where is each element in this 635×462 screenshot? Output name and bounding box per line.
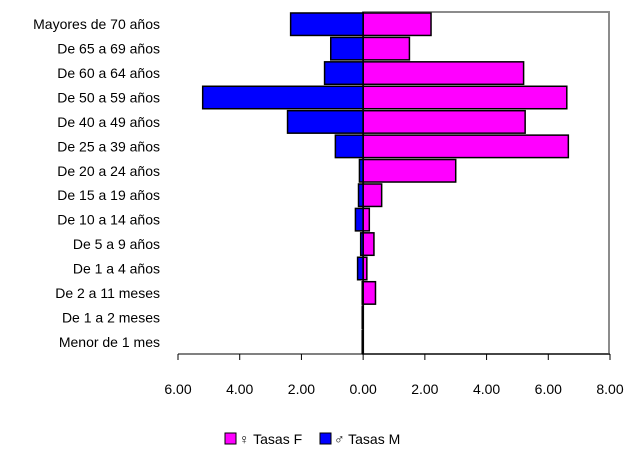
x-tick-label-7: 8.00 xyxy=(596,381,623,397)
category-label-0: Mayores de 70 años xyxy=(33,16,160,32)
x-tick-label-2: 2.00 xyxy=(288,381,315,397)
x-tick-label-3: 0.00 xyxy=(350,381,377,397)
bar-female-11 xyxy=(362,280,377,305)
x-tick-label-0: 6.00 xyxy=(164,381,191,397)
category-label-11: De 2 a 11 meses xyxy=(55,285,160,301)
category-label-12: De 1 a 2 meses xyxy=(62,309,160,325)
legend-label-male: ♂ Tasas M xyxy=(334,431,400,447)
bar-male-5 xyxy=(334,134,364,159)
category-label-8: De 10 a 14 años xyxy=(57,212,160,228)
bar-male-0 xyxy=(289,12,364,37)
legend-swatch-male xyxy=(319,432,332,445)
bar-male-4 xyxy=(286,109,364,134)
bar-female-1 xyxy=(362,36,411,61)
bar-male-8 xyxy=(354,207,364,232)
category-label-5: De 25 a 39 años xyxy=(57,138,160,154)
x-tick-label-1: 4.00 xyxy=(226,381,253,397)
bar-male-2 xyxy=(323,61,364,86)
bar-female-7 xyxy=(362,183,383,208)
category-label-3: De 50 a 59 años xyxy=(57,90,160,106)
category-label-7: De 15 a 19 años xyxy=(57,187,160,203)
legend-label-female: ♀ Tasas F xyxy=(239,431,302,447)
bar-male-10 xyxy=(356,256,364,281)
bar-male-1 xyxy=(329,36,364,61)
bar-female-3 xyxy=(362,85,568,110)
bar-female-5 xyxy=(362,134,570,159)
bar-male-3 xyxy=(201,85,364,110)
x-tick-label-6: 6.00 xyxy=(535,381,562,397)
category-label-13: Menor de 1 mes xyxy=(59,334,160,350)
x-tick-label-4: 2.00 xyxy=(411,381,438,397)
category-label-10: De 1 a 4 años xyxy=(73,261,160,277)
category-label-4: De 40 a 49 años xyxy=(57,114,160,130)
x-tick-label-5: 4.00 xyxy=(473,381,500,397)
bar-female-0 xyxy=(362,12,432,37)
category-label-1: De 65 a 69 años xyxy=(57,41,160,57)
bar-female-9 xyxy=(362,232,375,257)
category-label-6: De 20 a 24 años xyxy=(57,163,160,179)
category-label-9: De 5 a 9 años xyxy=(73,236,160,252)
bar-female-8 xyxy=(362,207,371,232)
bar-female-6 xyxy=(362,158,457,183)
category-label-2: De 60 a 64 años xyxy=(57,65,160,81)
bar-female-4 xyxy=(362,109,526,134)
bar-female-2 xyxy=(362,61,525,86)
legend-swatch-female xyxy=(224,432,237,445)
